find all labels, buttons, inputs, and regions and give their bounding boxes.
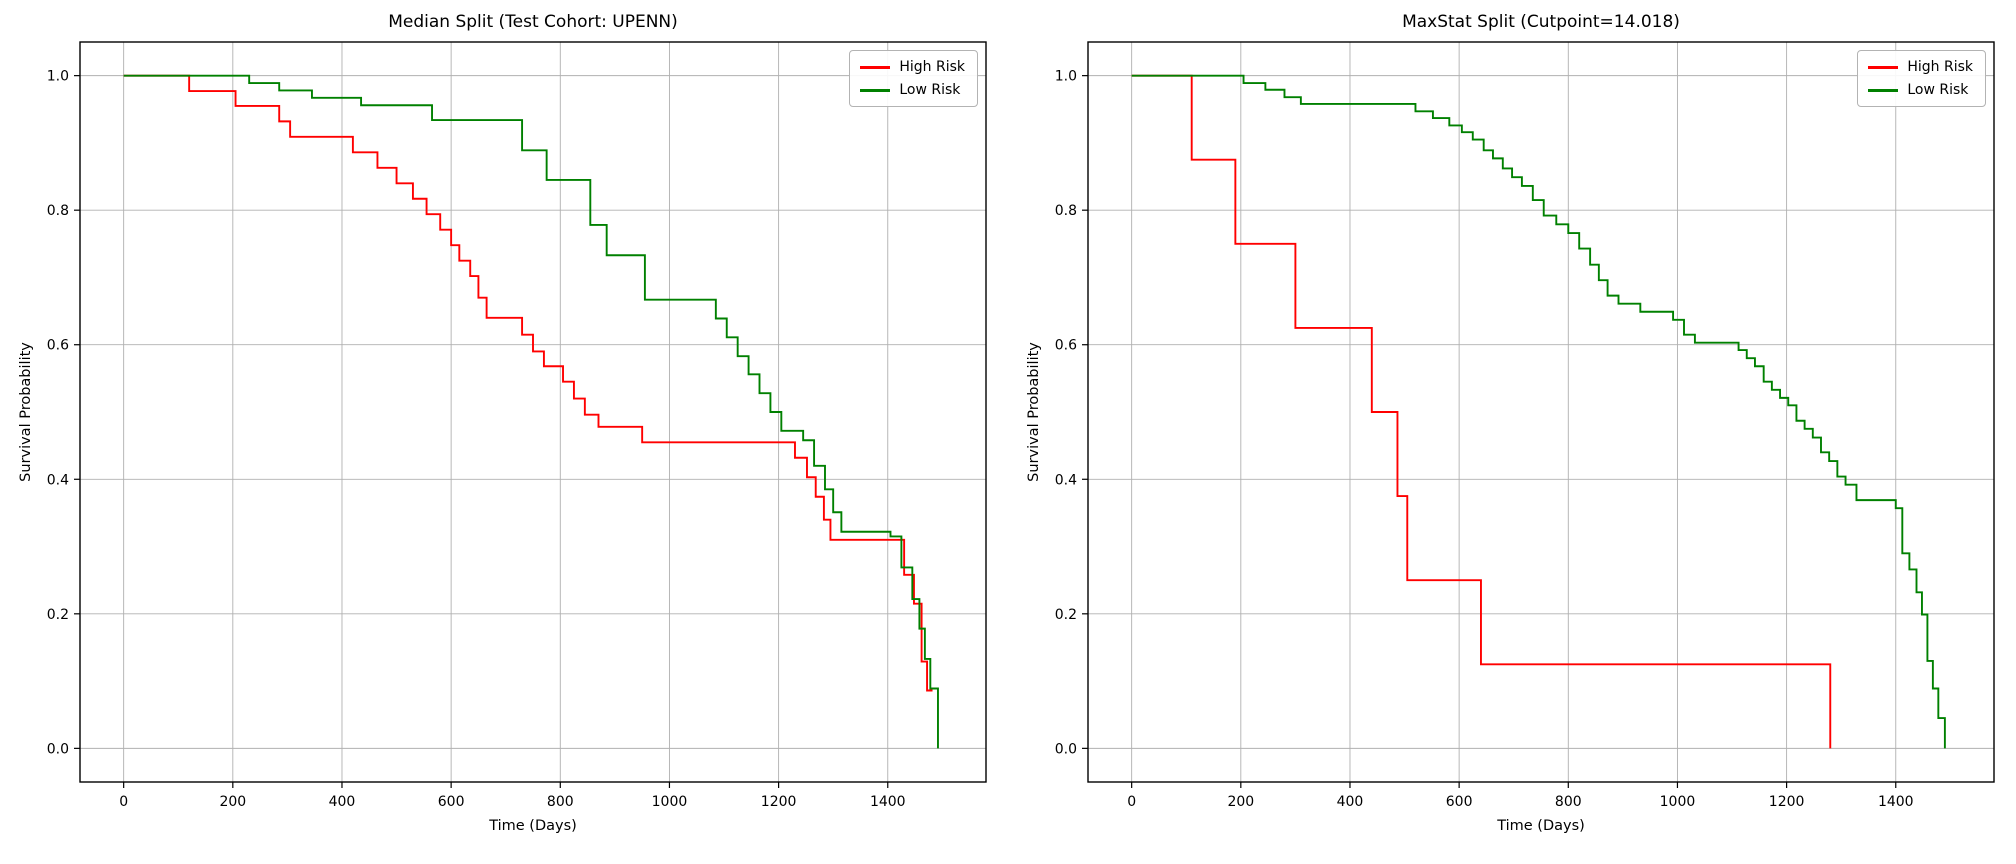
plot-title: Median Split (Test Cohort: UPENN) [388, 12, 678, 32]
subplot-median-split: 0 200 400 600 800 1000 1200 1400 0.0 0.2 0.4 0.6 0.8… [18, 12, 987, 834]
legend-entry-low-risk: Low Risk [860, 82, 965, 98]
high-risk-line-swatch [860, 65, 891, 69]
svg-text:1000: 1000 [1660, 794, 1696, 810]
svg-text:0.8: 0.8 [1055, 203, 1077, 219]
svg-text:0.2: 0.2 [1055, 607, 1077, 623]
svg-text:600: 600 [1446, 794, 1473, 810]
svg-text:1.0: 1.0 [1055, 69, 1077, 85]
svg-text:800: 800 [547, 794, 574, 810]
low-risk-line-swatch [1868, 88, 1899, 92]
svg-text:0.4: 0.4 [47, 472, 69, 488]
legend-entry-high-risk: High Risk [860, 59, 965, 75]
svg-text:0.4: 0.4 [1055, 472, 1077, 488]
y-axis-label: Survival Probability [18, 342, 34, 482]
svg-text:800: 800 [1555, 794, 1582, 810]
svg-text:0: 0 [119, 794, 128, 810]
svg-text:0.0: 0.0 [47, 741, 69, 757]
legend: High Risk Low Risk [1857, 50, 1986, 107]
svg-text:400: 400 [1337, 794, 1364, 810]
y-axis-label: Survival Probability [1026, 342, 1042, 482]
svg-text:0.0: 0.0 [1055, 741, 1077, 757]
plot-title: MaxStat Split (Cutpoint=14.018) [1402, 12, 1680, 32]
svg-text:0.2: 0.2 [47, 607, 69, 623]
legend-label-low-risk: Low Risk [1907, 82, 1969, 98]
x-axis-label: Time (Days) [1497, 818, 1585, 834]
km-plot-median-split: 0 200 400 600 800 1000 1200 1400 0.0 0.2 0.4 0.6 0.8… [47, 41, 987, 810]
legend-label-high-risk: High Risk [899, 59, 965, 75]
legend-label-low-risk: Low Risk [899, 82, 961, 98]
svg-text:1000: 1000 [652, 794, 688, 810]
svg-text:400: 400 [329, 794, 356, 810]
svg-text:1400: 1400 [1878, 794, 1914, 810]
legend-entry-high-risk: High Risk [1868, 59, 1973, 75]
svg-text:0.6: 0.6 [47, 338, 69, 354]
x-axis-label: Time (Days) [489, 818, 577, 834]
subplot-maxstat-split: 0 200 400 600 800 1000 1200 1400 0.0 0.2 0.4 0.6 0.8… [1008, 0, 2016, 864]
svg-text:0: 0 [1127, 794, 1136, 810]
legend-label-high-risk: High Risk [1907, 59, 1973, 75]
svg-text:0.8: 0.8 [47, 203, 69, 219]
svg-text:200: 200 [1227, 794, 1254, 810]
svg-text:200: 200 [219, 794, 246, 810]
svg-text:1200: 1200 [761, 794, 797, 810]
km-plot-maxstat-split: 0 200 400 600 800 1000 1200 1400 0.0 0.2 0.4 0.6 0.8… [1055, 41, 1995, 810]
svg-text:0.6: 0.6 [1055, 338, 1077, 354]
legend: High Risk Low Risk [849, 50, 978, 107]
low-risk-line-swatch [860, 88, 891, 92]
legend-entry-low-risk: Low Risk [1868, 82, 1973, 98]
svg-text:600: 600 [438, 794, 465, 810]
svg-text:1.0: 1.0 [47, 69, 69, 85]
high-risk-line-swatch [1868, 65, 1899, 69]
svg-text:1400: 1400 [870, 794, 906, 810]
svg-text:1200: 1200 [1769, 794, 1805, 810]
